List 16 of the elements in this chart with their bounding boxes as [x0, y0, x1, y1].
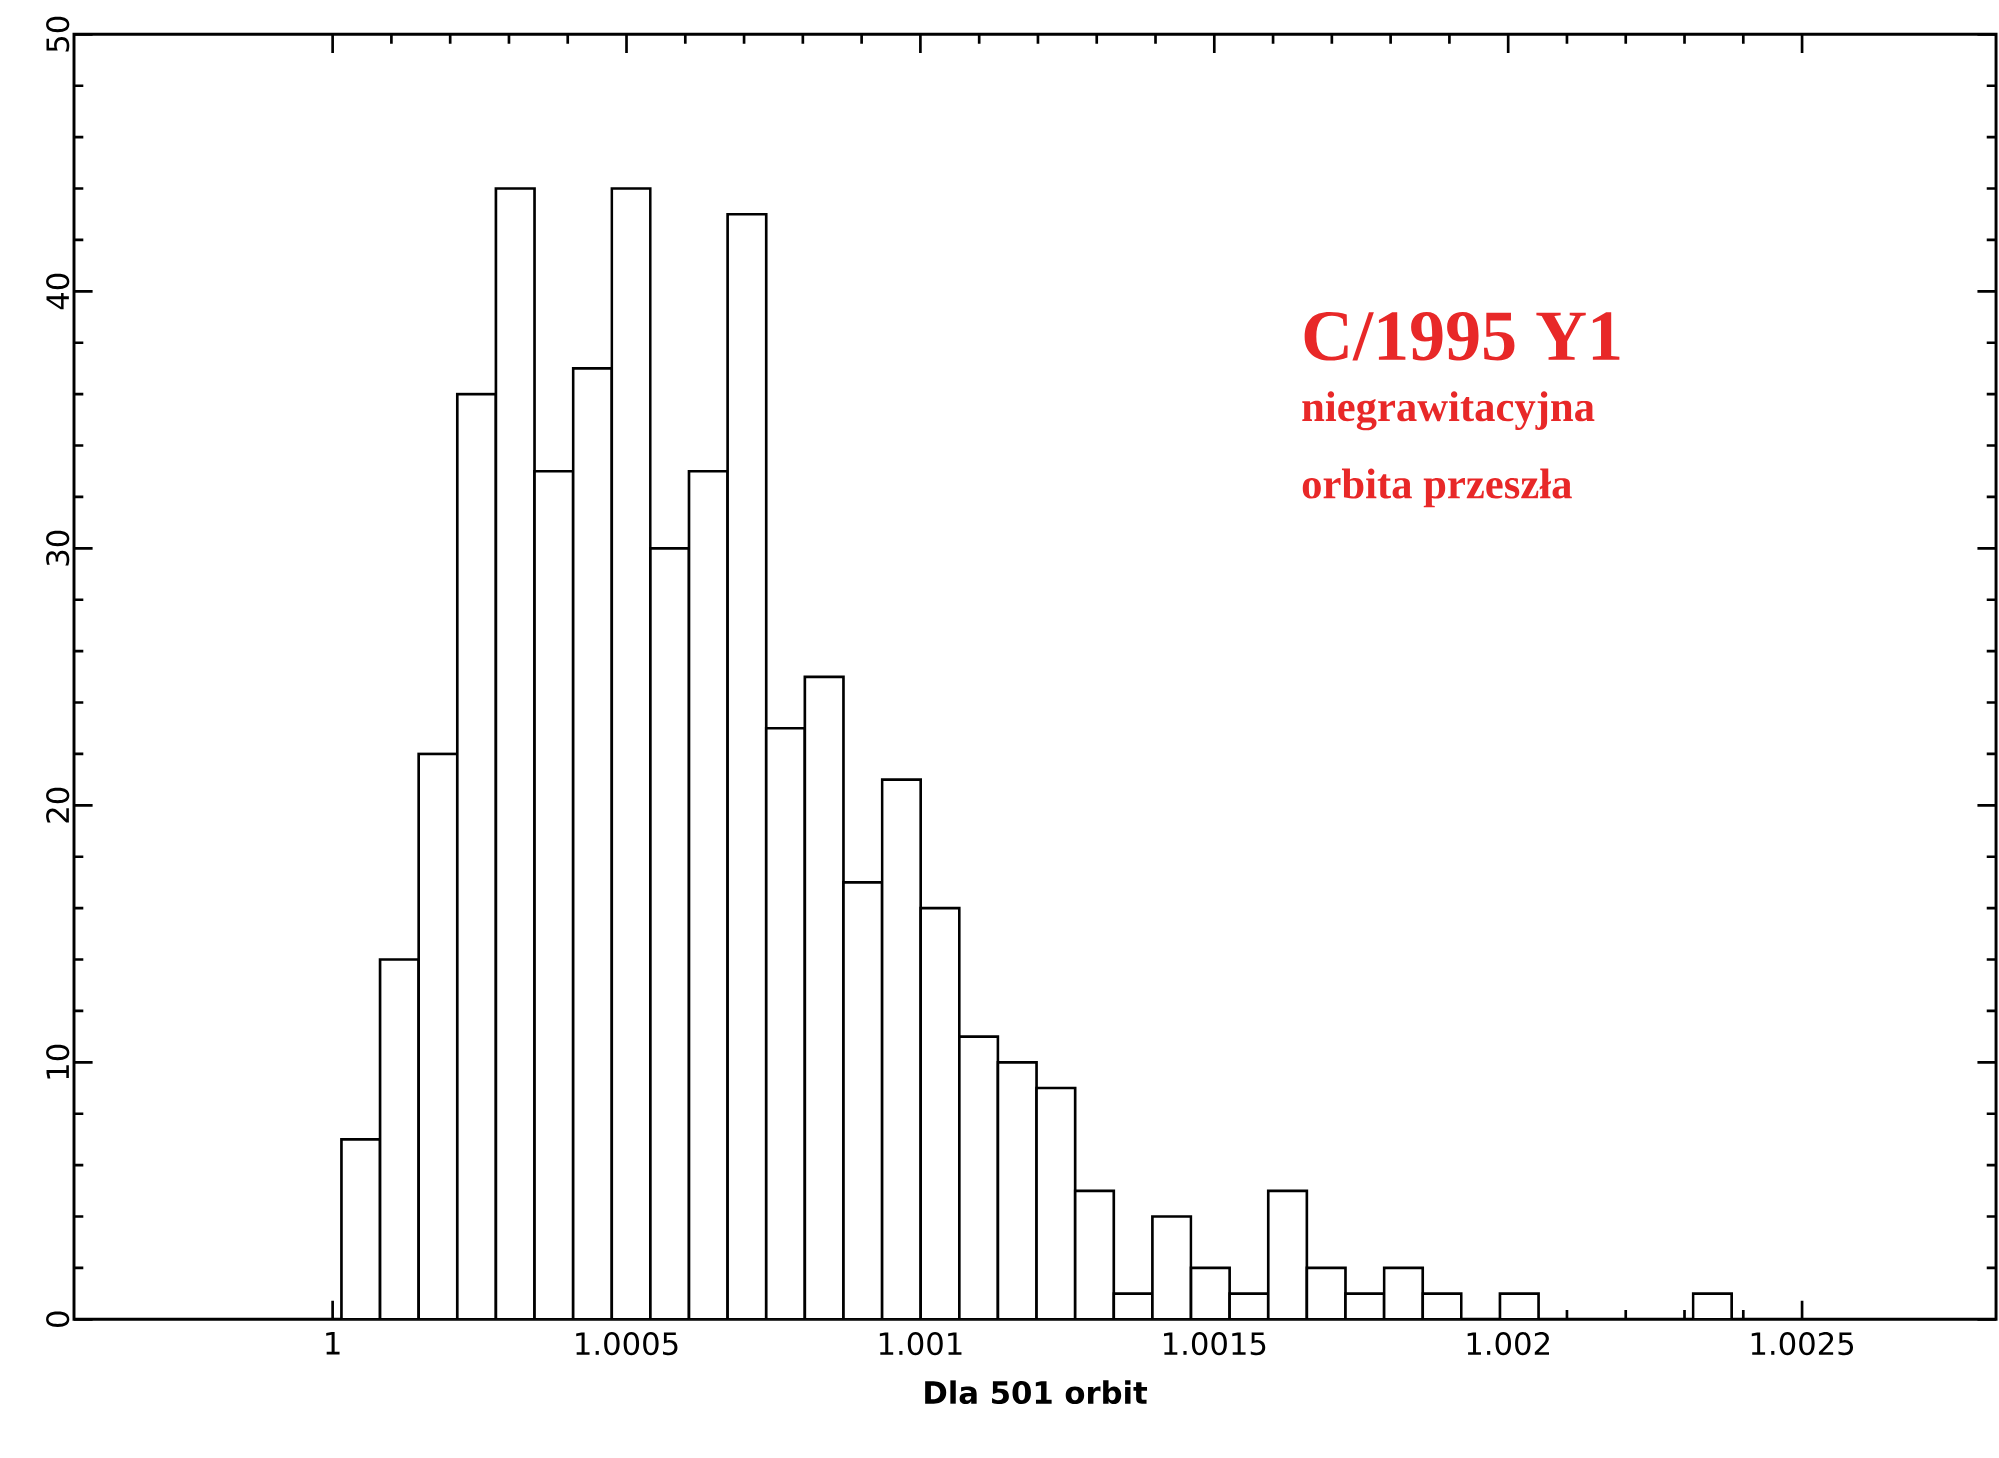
x-tick-label: 1.002: [1467, 1332, 1549, 1356]
y-tick-label: 20: [46, 787, 70, 823]
x-tick-label: 1.001: [879, 1332, 962, 1356]
y-tick-label: 10: [46, 1044, 70, 1079]
annotation: orbita przeszła: [1302, 468, 1572, 508]
y-tick-label: 30: [46, 530, 70, 566]
annotation: niegrawitacyjna: [1302, 391, 1595, 431]
x-tick-label: 1.0025: [1751, 1332, 1854, 1356]
annotation: C/1995 Y1: [1304, 312, 1620, 361]
y-tick-label: 50: [46, 16, 70, 52]
x-tick-label: 1.0005: [576, 1332, 678, 1356]
y-tick-label: 0: [46, 1311, 70, 1328]
x-tick-label: 1.0015: [1164, 1332, 1266, 1356]
y-tick-label: 40: [46, 273, 70, 310]
x-axis-title: Dla 501 orbit: [925, 1380, 1148, 1405]
x-tick-label: 1: [326, 1332, 340, 1355]
